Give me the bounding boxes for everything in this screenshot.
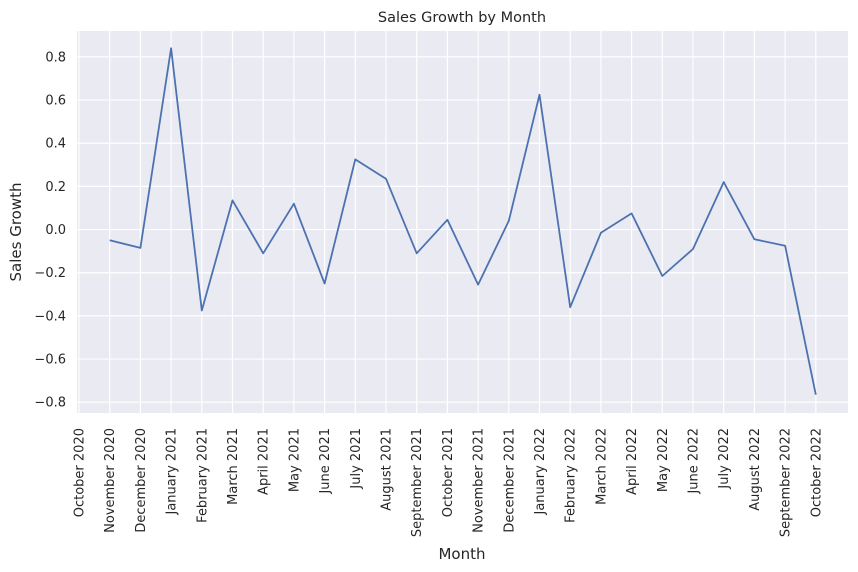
x-tick-label: February 2021 xyxy=(195,428,210,523)
x-tick-label: August 2022 xyxy=(748,428,763,511)
y-tick-label: 0.2 xyxy=(45,180,66,195)
x-tick-label: June 2022 xyxy=(687,428,702,495)
x-tick-label: March 2022 xyxy=(594,428,609,505)
x-tick-label: May 2021 xyxy=(287,428,302,492)
x-axis-ticks: October 2020 November 2020 December 2020 Ja… xyxy=(73,428,825,537)
x-tick-label: September 2021 xyxy=(410,428,425,537)
sales-growth-line xyxy=(109,47,817,395)
x-tick-label: January 2021 xyxy=(165,428,180,516)
x-axis-title: Month xyxy=(438,545,485,563)
y-tick-label: 0.4 xyxy=(45,137,66,152)
x-tick-label: September 2022 xyxy=(779,428,794,537)
y-axis-title: Sales Growth xyxy=(7,183,25,282)
y-tick-label: 0.8 xyxy=(45,50,66,65)
y-tick-label: 0.0 xyxy=(45,223,66,238)
x-tick-label: January 2022 xyxy=(533,428,548,516)
x-tick-label: October 2020 xyxy=(73,428,88,517)
y-tick-label: 0.6 xyxy=(45,94,66,109)
x-tick-label: July 2022 xyxy=(717,428,732,490)
y-tick-label: −0.6 xyxy=(34,353,66,368)
grid-horizontal-lines xyxy=(77,56,848,403)
x-tick-label: October 2021 xyxy=(441,428,456,517)
x-tick-label: March 2021 xyxy=(226,428,241,505)
x-tick-label: December 2021 xyxy=(502,428,517,533)
plot-background xyxy=(77,31,848,413)
x-tick-label: April 2022 xyxy=(625,428,640,495)
x-tick-label: November 2021 xyxy=(472,428,487,533)
y-tick-label: −0.2 xyxy=(34,266,66,281)
x-tick-label: June 2021 xyxy=(318,428,333,495)
y-tick-label: −0.8 xyxy=(34,396,66,411)
y-axis-ticks: 0.8 0.6 0.4 0.2 0.0 −0.2 −0.4 −0.6 −0.8 xyxy=(34,50,66,410)
grid-vertical-lines xyxy=(78,31,817,413)
x-tick-label: April 2021 xyxy=(257,428,272,495)
x-tick-label: November 2020 xyxy=(103,428,118,533)
x-tick-label: February 2022 xyxy=(564,428,579,523)
x-tick-label: August 2021 xyxy=(380,428,395,511)
y-tick-label: −0.4 xyxy=(34,309,66,324)
x-tick-label: December 2020 xyxy=(134,428,149,533)
x-tick-label: May 2022 xyxy=(656,428,671,492)
x-tick-label: October 2022 xyxy=(809,428,824,517)
x-tick-label: July 2021 xyxy=(349,428,364,490)
chart-title: Sales Growth by Month xyxy=(378,10,546,26)
